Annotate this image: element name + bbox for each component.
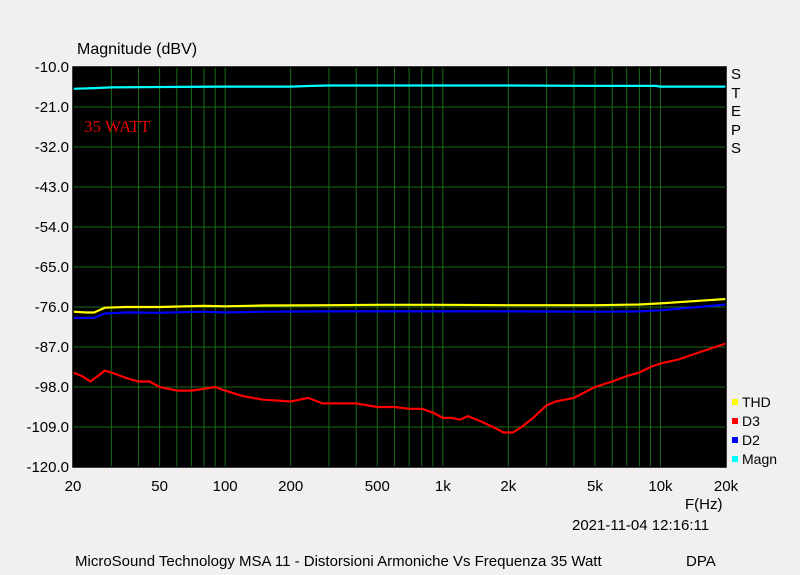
y-tick-label: -120.0 [26,459,69,476]
y-tick-label: -109.0 [26,419,69,436]
steps-letter: S [730,66,741,83]
legend-label: THD [742,393,771,410]
x-tick-label: 200 [278,478,303,495]
y-axis-title: Magnitude (dBV) [77,41,198,58]
x-tick-label: 1k [435,478,451,495]
series-line-d2 [73,303,727,319]
x-tick-label: 500 [365,478,390,495]
steps-letter: E [730,103,741,120]
x-tick-label: 100 [213,478,238,495]
legend-swatch [732,417,738,424]
y-tick-label: -98.0 [35,379,69,396]
steps-letter: S [730,140,741,157]
legend-item-thd: THD [732,392,777,411]
y-tick-label: -65.0 [35,259,69,276]
series-line-d3 [72,342,727,434]
footer-title: MicroSound Technology MSA 11 - Distorsio… [75,553,602,570]
x-axis-title: F(Hz) [685,496,723,513]
y-tick-label: -10.0 [35,59,69,76]
x-tick-label: 2k [500,478,516,495]
legend-label: Magn [742,450,778,467]
y-tick-label: -76.0 [35,299,69,316]
steps-letter: P [730,121,741,139]
legend-label: D2 [742,431,760,448]
legend-swatch [732,436,738,443]
plot-frame [72,66,727,468]
x-tick-label: 50 [151,478,168,495]
legend-swatch [732,398,738,405]
legend-item-d2: D2 [732,430,777,449]
x-tick-label: 10k [648,478,673,495]
y-tick-label: -32.0 [35,139,69,156]
y-tick-label: -54.0 [35,219,69,236]
legend-label: D3 [742,412,760,429]
x-tick-label: 20 [65,478,82,495]
series-line-thd [72,297,727,314]
timestamp: 2021-11-04 12:16:11 [572,517,710,534]
legend: THD D3 D2 Magn [732,392,777,468]
x-tick-label: 5k [587,478,603,495]
legend-swatch [732,455,738,462]
y-tick-label: -21.0 [35,99,69,116]
legend-item-magn: Magn [732,449,777,468]
legend-item-d3: D3 [732,411,777,430]
y-tick-label: -43.0 [35,179,69,196]
series-line-magn [72,84,726,90]
brand-label: DPA [686,553,716,570]
steps-letter: T [731,84,741,102]
y-tick-label: -87.0 [35,339,69,356]
annotation-35-watt: 35 WATT [84,117,151,136]
x-tick-label: 20k [714,478,739,495]
